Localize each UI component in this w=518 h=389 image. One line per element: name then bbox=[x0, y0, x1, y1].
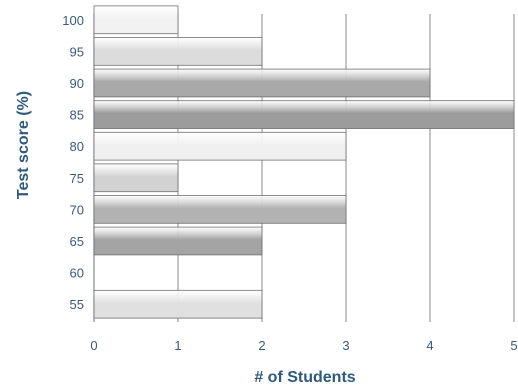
y-tick-label: 70 bbox=[70, 202, 84, 217]
bar bbox=[93, 163, 179, 193]
bar bbox=[93, 68, 431, 98]
bar bbox=[93, 289, 263, 319]
y-axis-title: Test score (%) bbox=[15, 91, 32, 199]
x-tick-labels: 0 1 2 3 4 5 bbox=[90, 338, 517, 353]
y-tick-labels: 100 95 90 85 80 75 70 65 60 55 bbox=[62, 13, 84, 312]
y-tick-label: 75 bbox=[70, 171, 84, 186]
x-tick-label: 4 bbox=[426, 338, 433, 353]
y-tick-label: 95 bbox=[70, 44, 84, 59]
bar-series bbox=[93, 5, 515, 319]
x-tick-label: 3 bbox=[342, 338, 349, 353]
y-tick-label: 90 bbox=[70, 76, 84, 91]
bar bbox=[93, 100, 515, 129]
x-axis-title: # of Students bbox=[254, 369, 355, 386]
x-tick-label: 2 bbox=[258, 338, 265, 353]
y-tick-label: 100 bbox=[62, 13, 84, 28]
x-tick-label: 1 bbox=[174, 338, 181, 353]
y-tick-label: 80 bbox=[70, 139, 84, 154]
x-tick-label: 0 bbox=[90, 338, 97, 353]
bar bbox=[93, 5, 179, 35]
bar bbox=[93, 195, 347, 224]
y-tick-label: 65 bbox=[70, 234, 84, 249]
y-tick-label: 55 bbox=[70, 297, 84, 312]
bar bbox=[93, 37, 263, 66]
x-tick-label: 5 bbox=[510, 338, 517, 353]
bar bbox=[93, 226, 263, 256]
y-tick-label: 85 bbox=[70, 108, 84, 123]
y-tick-label: 60 bbox=[70, 266, 84, 281]
bar bbox=[93, 131, 347, 161]
